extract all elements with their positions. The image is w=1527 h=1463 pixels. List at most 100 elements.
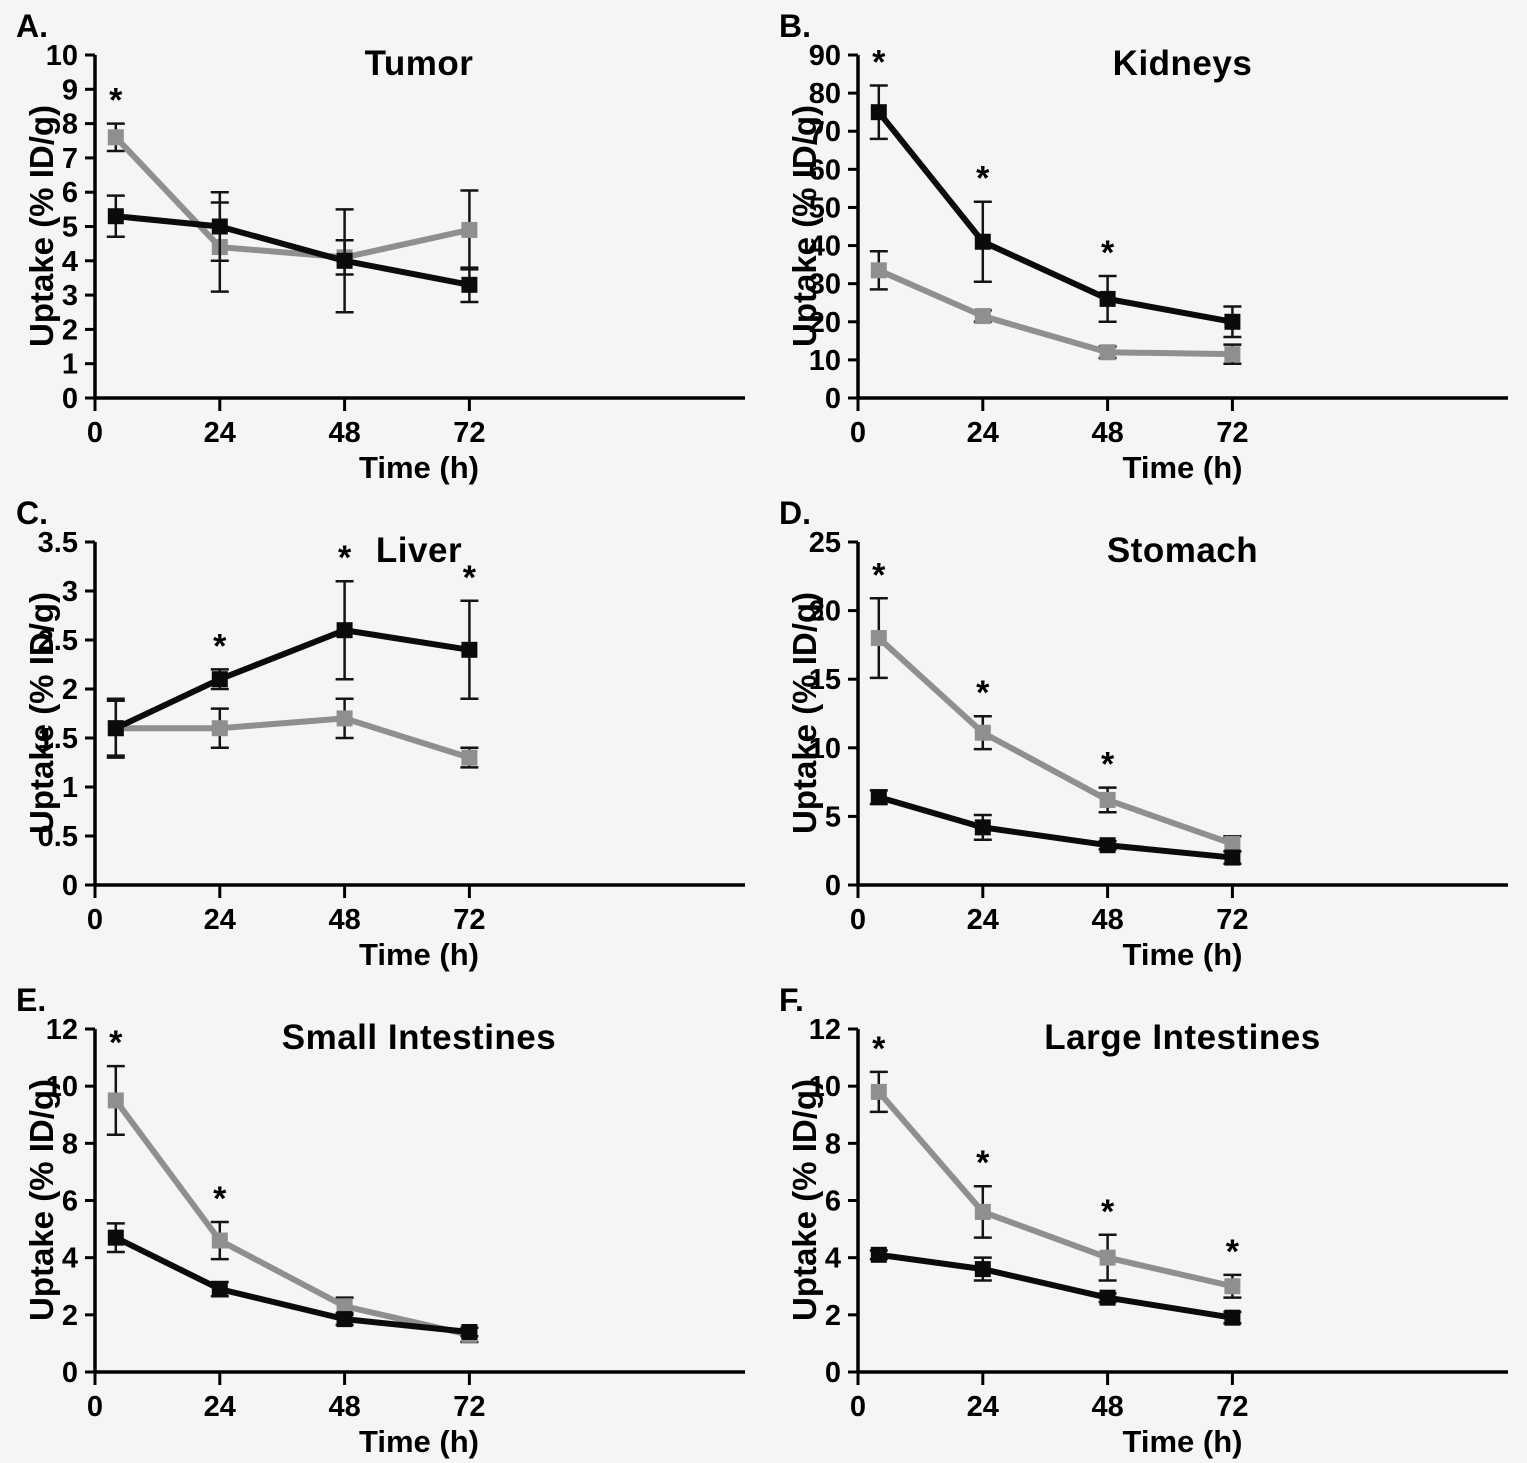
panel-letter-d: D.	[779, 495, 811, 531]
svg-text:*: *	[1101, 234, 1115, 272]
svg-text:48: 48	[1091, 1391, 1123, 1423]
svg-text:0: 0	[62, 1357, 78, 1389]
svg-text:10: 10	[46, 1071, 78, 1103]
svg-text:*: *	[976, 1144, 990, 1182]
svg-text:3: 3	[62, 576, 78, 608]
svg-text:4: 4	[62, 246, 78, 278]
chart-title-kidneys: Kidneys	[1112, 44, 1253, 83]
chart-title-tumor: Tumor	[364, 44, 474, 83]
svg-text:72: 72	[1216, 1391, 1248, 1423]
svg-text:2: 2	[62, 314, 78, 346]
svg-text:8: 8	[62, 1128, 78, 1160]
panel-letter-e: E.	[16, 982, 47, 1018]
svg-text:48: 48	[328, 1391, 360, 1423]
svg-text:9: 9	[62, 74, 78, 106]
svg-text:4: 4	[825, 1243, 841, 1275]
x-axis-label: Time (h)	[359, 937, 479, 972]
svg-text:1.5: 1.5	[38, 723, 78, 755]
svg-text:6: 6	[825, 1186, 841, 1218]
panel-letter-c: C.	[16, 495, 48, 531]
svg-text:25: 25	[809, 527, 841, 559]
svg-text:0: 0	[87, 1391, 103, 1423]
svg-text:0: 0	[850, 417, 866, 449]
x-axis-label: Time (h)	[359, 1424, 479, 1459]
svg-text:0.5: 0.5	[38, 821, 78, 853]
svg-text:7: 7	[62, 143, 78, 175]
panel-letter-b: B.	[779, 8, 811, 44]
svg-text:48: 48	[1091, 904, 1123, 936]
svg-text:2: 2	[62, 1300, 78, 1332]
svg-text:2.5: 2.5	[38, 625, 78, 657]
svg-text:24: 24	[204, 417, 236, 449]
svg-text:72: 72	[1216, 417, 1248, 449]
svg-text:*: *	[1226, 1233, 1240, 1271]
chart-title-stomach: Stomach	[1106, 531, 1259, 570]
svg-text:30: 30	[809, 269, 841, 301]
svg-text:1: 1	[62, 772, 78, 804]
svg-text:48: 48	[328, 417, 360, 449]
svg-text:15: 15	[809, 664, 841, 696]
svg-text:8: 8	[825, 1128, 841, 1160]
svg-text:72: 72	[1216, 904, 1248, 936]
svg-text:20: 20	[809, 307, 841, 339]
plot-canvas-liver: 0 0.5 1 1.5 2 2.5 3 3.5 0 24 48 72 * * *	[38, 527, 745, 936]
panel-c-liver: C. Liver Uptake (% ID/g) Time (h) 0 0.5 1 1…	[0, 487, 763, 974]
chart-title-large-intestines: Large Intestines	[1044, 1018, 1321, 1057]
svg-text:1: 1	[62, 349, 78, 381]
svg-text:3: 3	[62, 280, 78, 312]
svg-text:0: 0	[850, 1391, 866, 1423]
svg-text:24: 24	[967, 904, 999, 936]
panel-b-kidneys: B. Kidneys Uptake (% ID/g) Time (h) 0 10 2…	[763, 0, 1527, 487]
svg-text:72: 72	[453, 1391, 485, 1423]
svg-text:80: 80	[809, 78, 841, 110]
svg-text:60: 60	[809, 154, 841, 186]
svg-text:*: *	[1101, 746, 1115, 784]
svg-text:0: 0	[825, 1357, 841, 1389]
svg-text:2: 2	[825, 1300, 841, 1332]
svg-text:*: *	[976, 160, 990, 198]
x-axis-label: Time (h)	[1122, 1424, 1243, 1459]
svg-text:0: 0	[87, 417, 103, 449]
svg-text:*: *	[213, 1180, 227, 1218]
svg-text:72: 72	[453, 417, 485, 449]
svg-text:*: *	[109, 82, 123, 120]
svg-text:*: *	[463, 559, 477, 597]
panel-d-stomach: D. Stomach Uptake (% ID/g) Time (h) 0 5 10…	[763, 487, 1527, 974]
panel-letter-a: A.	[16, 8, 48, 44]
svg-text:24: 24	[204, 904, 236, 936]
svg-text:0: 0	[87, 904, 103, 936]
svg-text:8: 8	[62, 109, 78, 141]
x-axis-label: Time (h)	[359, 450, 479, 485]
svg-text:20: 20	[809, 596, 841, 628]
svg-text:10: 10	[809, 345, 841, 377]
plot-canvas-stomach: 0 5 10 15 20 25 0 24 48 72 * * *	[809, 527, 1508, 936]
plot-canvas-kidneys: 0 10 20 30 40 50 60 70 80 90 0 24 48 72 * * *	[809, 40, 1508, 449]
svg-text:*: *	[872, 1030, 886, 1068]
panel-letter-f: F.	[779, 982, 804, 1018]
svg-text:48: 48	[328, 904, 360, 936]
svg-text:50: 50	[809, 192, 841, 224]
svg-text:90: 90	[809, 40, 841, 72]
chart-title-liver: Liver	[375, 531, 463, 570]
svg-text:*: *	[976, 674, 990, 712]
svg-text:6: 6	[62, 1186, 78, 1218]
svg-text:0: 0	[62, 383, 78, 415]
svg-text:40: 40	[809, 231, 841, 263]
svg-text:*: *	[213, 627, 227, 665]
chart-title-small-intestines: Small Intestines	[281, 1018, 557, 1057]
svg-text:3.5: 3.5	[38, 527, 78, 559]
svg-text:*: *	[1101, 1193, 1115, 1231]
svg-text:10: 10	[809, 733, 841, 765]
svg-text:10: 10	[46, 40, 78, 72]
svg-text:0: 0	[850, 904, 866, 936]
svg-text:12: 12	[46, 1014, 78, 1046]
svg-text:*: *	[338, 539, 352, 577]
svg-text:24: 24	[967, 417, 999, 449]
panel-f-large-intestines: F. Large Intestines Uptake (% ID/g) Time…	[763, 974, 1527, 1463]
svg-text:48: 48	[1091, 417, 1123, 449]
svg-text:*: *	[872, 43, 886, 81]
